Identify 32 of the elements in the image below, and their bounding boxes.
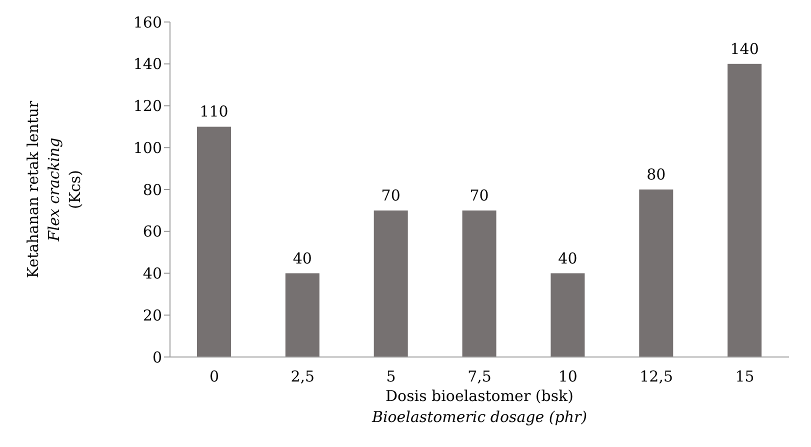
bar <box>462 210 496 357</box>
x-tick-label: 5 <box>386 368 396 386</box>
bar <box>639 190 674 357</box>
x-tick-label: 15 <box>735 368 754 386</box>
data-label: 80 <box>646 166 666 184</box>
data-label: 40 <box>292 249 312 268</box>
data-label: 110 <box>200 102 228 121</box>
bar <box>197 126 231 357</box>
data-label: 70 <box>470 186 489 204</box>
y-tick-label: 160 <box>133 13 162 32</box>
y-tick-label: 60 <box>142 222 162 241</box>
x-tick-label: 7,5 <box>468 368 492 386</box>
y-tick-label: 140 <box>133 55 162 74</box>
y-tick-label: 120 <box>133 97 162 116</box>
data-label: 140 <box>730 40 759 58</box>
bar <box>285 273 320 357</box>
y-tick-label: 80 <box>142 180 162 199</box>
y-tick-label: 0 <box>152 348 162 366</box>
bar <box>550 273 585 357</box>
data-label: 40 <box>558 249 578 268</box>
data-label: 70 <box>381 186 400 204</box>
y-tick-label: 40 <box>142 264 162 283</box>
y-tick-label: 100 <box>133 138 162 157</box>
x-tick-label: 12,5 <box>640 368 674 386</box>
x-tick-label: 10 <box>558 368 578 386</box>
bar <box>374 210 408 357</box>
x-tick-label: 0 <box>209 368 219 386</box>
x-tick-label: 2,5 <box>290 368 315 386</box>
y-tick-label: 20 <box>142 306 162 324</box>
y-axis-title: Ketahanan retak lentur Flex cracking (Kcs) <box>24 100 84 278</box>
x-axis-title: Dosis bioelastomer (bsk) Bioelastomeric dosage (phr) <box>370 387 588 426</box>
bar <box>728 64 762 357</box>
